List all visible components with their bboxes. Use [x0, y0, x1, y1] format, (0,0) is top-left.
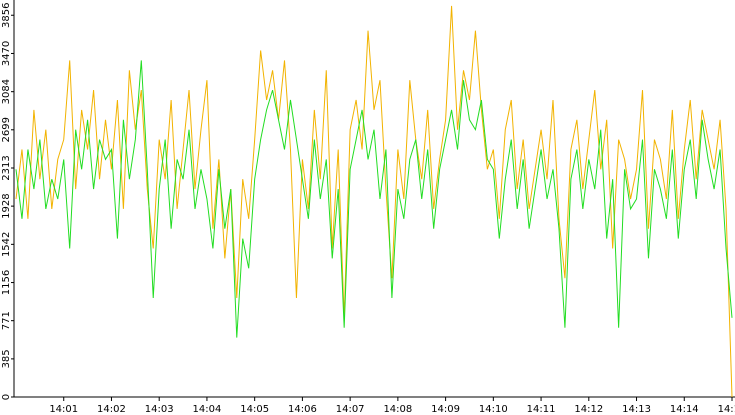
y-tick-label: 2699 — [1, 117, 12, 142]
x-tick-label: 14:11 — [527, 404, 556, 415]
y-tick-label: 3084 — [1, 79, 12, 104]
x-tick-label: 14:10 — [479, 404, 508, 415]
x-tick-label: 14:05 — [240, 404, 269, 415]
y-tick-label: 3856 — [1, 3, 12, 28]
x-tick-label: 14:06 — [288, 404, 317, 415]
x-tick-label: 14:04 — [193, 404, 222, 415]
y-tick-label: 1156 — [1, 270, 12, 295]
y-tick-label: 2313 — [1, 155, 12, 180]
series-line — [15, 60, 733, 338]
x-tick-label: 14:07 — [336, 404, 365, 415]
y-tick-label: 771 — [1, 311, 12, 330]
y-tick-label: 385 — [1, 349, 12, 368]
x-tick-label: 14:12 — [574, 404, 603, 415]
x-tick-label: 14:13 — [622, 404, 651, 415]
y-tick-label: 1928 — [1, 193, 12, 218]
series-line — [15, 5, 733, 398]
x-tick-label: 14:14 — [670, 404, 699, 415]
x-tick-label: 14:02 — [97, 404, 126, 415]
x-tick-label: 14:03 — [145, 404, 174, 415]
y-tick-label: 0 — [1, 394, 12, 400]
x-tick-label: 14:01 — [49, 404, 78, 415]
y-tick-label: 1542 — [1, 232, 12, 257]
x-tick-label: 14:08 — [383, 404, 412, 415]
x-tick-label: 14:15 — [718, 404, 735, 415]
x-tick-label: 14:09 — [431, 404, 460, 415]
y-tick-label: 3470 — [1, 41, 12, 66]
